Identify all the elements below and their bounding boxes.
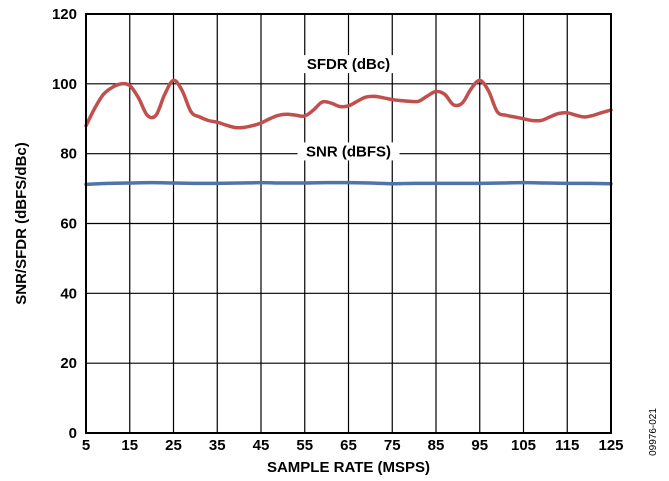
y-axis-title: SNR/SFDR (dBFS/dBc) [13, 142, 30, 305]
y-tick-label: 100 [52, 76, 77, 93]
series-label-background [297, 142, 400, 161]
y-tick-label: 60 [60, 216, 77, 233]
x-tick-label: 85 [428, 437, 445, 454]
y-tick-label: 0 [69, 425, 77, 442]
y-tick-label: 120 [52, 6, 77, 23]
series-labels: SFDR (dBc) SNR (dBFS) [297, 55, 400, 161]
x-tick-label: 25 [165, 437, 182, 454]
x-tick-label: 35 [209, 437, 226, 454]
x-axis-title: SAMPLE RATE (MSPS) [267, 459, 430, 476]
y-tick-label: 80 [60, 146, 77, 163]
series-group [84, 78, 613, 187]
x-tick-label: 45 [253, 437, 270, 454]
plot-frame [85, 13, 612, 434]
y-tick-labels: 0 20 40 60 80 100 120 [52, 6, 77, 442]
x-tick-label: 5 [82, 437, 90, 454]
x-tick-labels: 5 15 25 35 45 55 65 75 85 95 105 115 125 [82, 437, 624, 454]
x-tick-label: 95 [471, 437, 488, 454]
figure-id: 09976-021 [648, 408, 659, 456]
x-tick-label: 75 [384, 437, 401, 454]
snr-series-line [84, 180, 613, 187]
series-label-background [297, 55, 400, 74]
x-tick-label: 55 [296, 437, 313, 454]
x-tick-label: 115 [555, 437, 579, 454]
y-tick-label: 20 [60, 355, 77, 372]
snr-series-label: SNR (dBFS) [306, 143, 391, 160]
x-tick-label: 125 [598, 437, 623, 454]
x-tick-label: 105 [511, 437, 536, 454]
y-tick-label: 40 [60, 285, 77, 302]
grid [85, 13, 612, 434]
sfdr-series-label: SFDR (dBc) [307, 56, 390, 73]
sfdr-series-line [84, 78, 613, 130]
x-tick-label: 15 [121, 437, 138, 454]
x-tick-label: 65 [340, 437, 357, 454]
